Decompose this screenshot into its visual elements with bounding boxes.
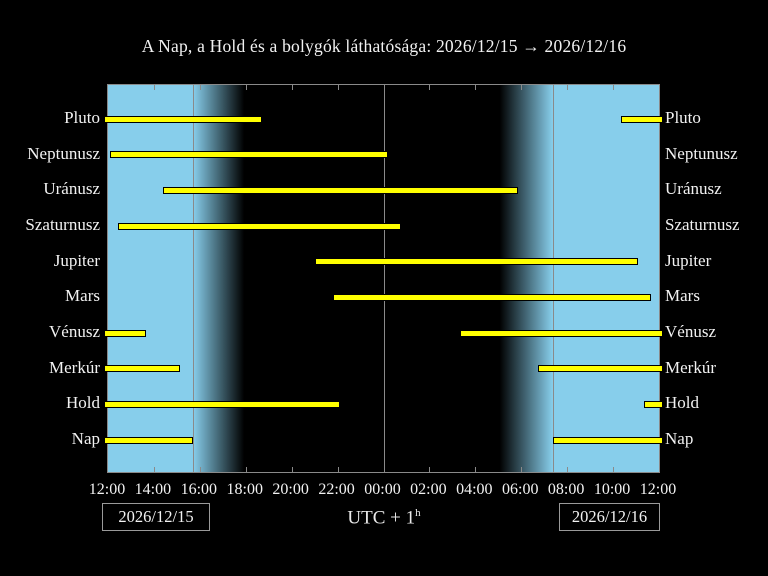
visibility-bar-nap xyxy=(552,436,663,444)
axis-tick xyxy=(475,85,477,90)
visibility-bar-merkúr xyxy=(104,365,181,373)
row-label-left-vénusz: Vénusz xyxy=(49,322,100,342)
axis-tick xyxy=(153,85,155,90)
x-tick-label: 10:00 xyxy=(593,481,631,498)
plot-area xyxy=(104,84,663,473)
x-tick-label: 20:00 xyxy=(272,481,309,498)
visibility-bar-uránusz xyxy=(163,186,518,194)
visibility-bar-pluto xyxy=(104,115,262,123)
timezone-label: UTC + 1h xyxy=(0,507,768,529)
axis-tick xyxy=(337,85,339,90)
x-tick-label: 08:00 xyxy=(547,481,585,498)
row-label-left-nap: Nap xyxy=(71,429,100,449)
axis-tick xyxy=(567,467,569,472)
axis-tick xyxy=(613,85,615,90)
timezone-text: UTC + 1 xyxy=(347,507,416,529)
x-tick-label: 06:00 xyxy=(502,481,539,498)
axis-tick xyxy=(245,467,247,472)
visibility-bar-szaturnusz xyxy=(118,222,401,230)
sunset-gridline xyxy=(193,85,195,472)
visibility-bar-nap xyxy=(104,436,194,444)
row-label-left-mars: Mars xyxy=(65,286,100,306)
visibility-bar-hold xyxy=(104,400,340,408)
visibility-bar-neptunusz xyxy=(110,151,389,159)
row-label-right-uránusz: Uránusz xyxy=(665,179,722,199)
axis-tick xyxy=(567,85,569,90)
x-tick-label: 12:00 xyxy=(639,481,677,498)
row-label-right-szaturnusz: Szaturnusz xyxy=(665,215,740,234)
x-tick-label: 18:00 xyxy=(226,481,263,498)
row-label-left-hold: Hold xyxy=(66,393,100,413)
axis-tick xyxy=(429,467,431,472)
chart-title: A Nap, a Hold és a bolygók láthatósága: … xyxy=(141,36,627,56)
axis-tick xyxy=(521,85,523,90)
axis-tick xyxy=(199,85,201,90)
row-label-right-pluto: Pluto xyxy=(665,108,701,127)
row-label-right-neptunusz: Neptunusz xyxy=(665,143,738,163)
date-box-right: 2026/12/16 xyxy=(559,503,660,531)
row-label-left-uránusz: Uránusz xyxy=(43,179,100,199)
visibility-bar-merkúr xyxy=(538,365,663,373)
row-label-left-neptunusz: Neptunusz xyxy=(27,143,100,163)
midnight-gridline xyxy=(383,85,385,472)
x-tick-label: 22:00 xyxy=(318,481,355,498)
axis-tick xyxy=(613,467,615,472)
row-label-left-pluto: Pluto xyxy=(64,108,100,127)
axis-tick xyxy=(383,85,385,90)
visibility-bar-vénusz xyxy=(104,329,146,337)
row-label-right-nap: Nap xyxy=(665,429,694,449)
axis-tick xyxy=(337,467,339,472)
axis-tick xyxy=(475,467,477,472)
timezone-superscript: h xyxy=(415,507,421,519)
row-label-left-szaturnusz: Szaturnusz xyxy=(25,215,100,234)
visibility-bar-pluto xyxy=(621,115,663,123)
row-label-right-jupiter: Jupiter xyxy=(665,250,712,270)
row-label-right-mars: Mars xyxy=(665,286,700,306)
axis-tick xyxy=(153,467,155,472)
axis-tick xyxy=(199,467,201,472)
x-tick-label: 14:00 xyxy=(134,481,172,498)
axis-tick xyxy=(291,467,293,472)
row-label-left-jupiter: Jupiter xyxy=(53,250,100,270)
visibility-bar-vénusz xyxy=(460,329,663,337)
visibility-bar-hold xyxy=(644,400,663,408)
date-box-left: 2026/12/15 xyxy=(102,503,210,531)
axis-tick xyxy=(383,467,385,472)
row-label-right-hold: Hold xyxy=(665,393,699,413)
x-tick-label: 04:00 xyxy=(456,481,493,498)
axis-tick xyxy=(245,85,247,90)
visibility-bar-jupiter xyxy=(314,258,639,266)
visibility-bar-mars xyxy=(332,293,651,301)
axis-tick xyxy=(521,467,523,472)
axis-tick xyxy=(429,85,431,90)
axis-tick xyxy=(291,85,293,90)
sunrise-gridline xyxy=(552,85,554,472)
row-label-right-merkúr: Merkúr xyxy=(665,357,716,377)
x-tick-label: 02:00 xyxy=(410,481,447,498)
x-tick-label: 00:00 xyxy=(364,481,401,498)
x-tick-label: 12:00 xyxy=(88,481,126,498)
row-label-right-vénusz: Vénusz xyxy=(665,322,716,342)
row-label-left-merkúr: Merkúr xyxy=(49,357,100,377)
x-tick-label: 16:00 xyxy=(180,481,218,498)
